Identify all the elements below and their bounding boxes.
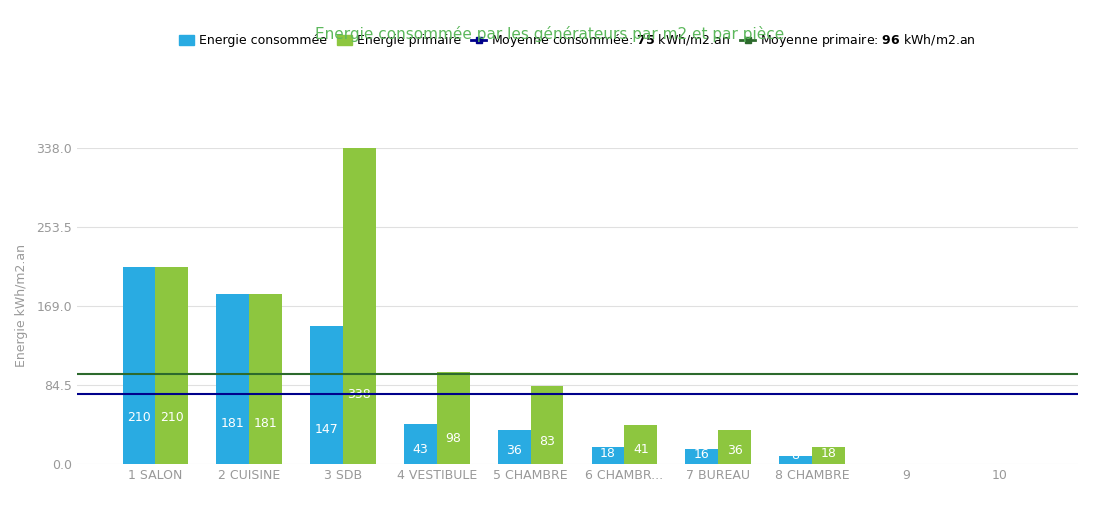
Text: 8: 8 — [792, 449, 800, 462]
Text: Energie consommée par les générateurs par m2 et par pièce: Energie consommée par les générateurs pa… — [316, 26, 784, 42]
Text: 210: 210 — [126, 412, 151, 424]
Text: 16: 16 — [694, 448, 710, 461]
Text: 36: 36 — [727, 444, 742, 457]
Text: 210: 210 — [160, 412, 184, 424]
Bar — [404, 424, 437, 464]
Text: 41: 41 — [632, 443, 649, 456]
Bar — [812, 447, 845, 464]
Text: 181: 181 — [254, 417, 277, 430]
Text: 18: 18 — [601, 447, 616, 461]
Text: 83: 83 — [539, 435, 554, 448]
Bar — [437, 372, 470, 464]
Bar — [343, 148, 376, 464]
Legend: Energie consommée, Energie primaire, Moyenne consommée: $\mathbf{75}$ kWh/m2.an,: Energie consommée, Energie primaire, Moy… — [174, 27, 981, 54]
Bar — [685, 449, 718, 464]
Text: 338: 338 — [348, 387, 372, 401]
Bar — [155, 267, 188, 464]
Bar — [122, 267, 155, 464]
Bar — [217, 295, 249, 464]
Bar — [249, 295, 282, 464]
Bar — [530, 386, 563, 464]
Text: 181: 181 — [221, 417, 244, 430]
Y-axis label: Energie kWh/m2.an: Energie kWh/m2.an — [15, 244, 29, 367]
Bar — [498, 430, 530, 464]
Bar — [625, 425, 657, 464]
Text: 36: 36 — [506, 444, 522, 457]
Bar — [592, 447, 625, 464]
Text: 147: 147 — [315, 423, 339, 436]
Bar — [779, 456, 812, 464]
Bar — [310, 326, 343, 464]
Text: 43: 43 — [412, 443, 428, 456]
Bar — [718, 430, 751, 464]
Text: 98: 98 — [446, 433, 461, 445]
Text: 18: 18 — [821, 447, 836, 461]
